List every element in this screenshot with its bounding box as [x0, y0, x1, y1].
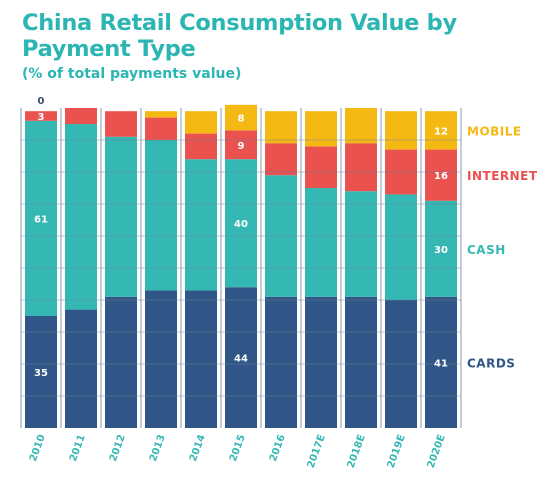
x-tick-label: 2013	[148, 433, 168, 463]
bar-mobile-2018e	[345, 108, 377, 144]
bar-mobile-2016	[265, 111, 297, 144]
legend-label-mobile: MOBILE	[467, 124, 522, 138]
bar-cards-2011	[65, 309, 97, 428]
x-tick-label: 2020E	[426, 433, 448, 469]
bar-cash-2014	[185, 159, 217, 291]
chart-title: China Retail Consumption Value by Paymen…	[22, 10, 457, 62]
legend-label-cash: CASH	[467, 243, 506, 257]
bar-mobile-2015	[225, 104, 257, 131]
bar-cards-2010	[25, 316, 57, 428]
bar-cards-2015	[225, 287, 257, 428]
bar-cash-2011	[65, 124, 97, 310]
bar-cards-2017e	[305, 296, 337, 428]
bar-cash-2019e	[385, 194, 417, 300]
bar-cash-2018e	[345, 191, 377, 297]
bar-cash-2015	[225, 159, 257, 288]
bar-internet-2011	[65, 108, 97, 124]
data-label: 0	[38, 96, 45, 107]
data-label: 61	[34, 214, 48, 225]
bar-mobile-2017e	[305, 111, 337, 147]
chart-subtitle: (% of total payments value)	[22, 66, 242, 82]
x-tick-label: 2012	[108, 433, 128, 463]
bar-internet-2012	[105, 111, 137, 137]
bar-mobile-2013	[145, 111, 177, 118]
bar-internet-2010	[25, 111, 57, 121]
x-tick-label: 2014	[188, 433, 208, 463]
data-label: 44	[234, 354, 248, 365]
bar-internet-2016	[265, 143, 297, 176]
bar-internet-2013	[145, 117, 177, 140]
data-label: 9	[238, 141, 245, 152]
bar-cards-2014	[185, 290, 217, 428]
bar-mobile-2014	[185, 111, 217, 134]
bar-internet-2020e	[425, 149, 457, 201]
bar-internet-2017e	[305, 146, 337, 188]
x-tick-label: 2011	[68, 433, 88, 463]
x-tick-label: 2017E	[306, 433, 328, 469]
bar-cards-2013	[145, 290, 177, 428]
bar-cash-2017e	[305, 188, 337, 297]
data-label: 12	[434, 126, 448, 137]
data-label: 30	[434, 245, 448, 256]
legend-label-cards: CARDS	[467, 356, 515, 370]
bar-cash-2010	[25, 120, 57, 316]
bar-cash-2012	[105, 136, 137, 297]
bar-cards-2012	[105, 296, 137, 428]
bar-internet-2015	[225, 130, 257, 160]
x-tick-label: 2016	[268, 433, 288, 463]
x-tick-label: 2019E	[386, 433, 408, 469]
legend-label-internet: INTERNET	[467, 169, 538, 183]
bar-mobile-2020e	[425, 111, 457, 150]
x-tick-label: 2015	[228, 433, 248, 463]
bar-cards-2016	[265, 296, 297, 428]
bar-cards-2018e	[345, 296, 377, 428]
data-label: 35	[34, 368, 48, 379]
data-label: 8	[238, 114, 245, 125]
bar-internet-2014	[185, 133, 217, 160]
data-label: 3	[38, 112, 45, 123]
x-tick-label: 2010	[28, 433, 48, 463]
bar-mobile-2019e	[385, 111, 417, 150]
bar-cash-2020e	[425, 200, 457, 297]
data-label: 41	[434, 358, 448, 369]
bar-cards-2020e	[425, 296, 457, 428]
bar-internet-2018e	[345, 143, 377, 192]
data-label: 16	[434, 171, 448, 182]
bar-cash-2013	[145, 140, 177, 291]
x-tick-label: 2018E	[346, 433, 368, 469]
data-label: 40	[234, 219, 248, 230]
